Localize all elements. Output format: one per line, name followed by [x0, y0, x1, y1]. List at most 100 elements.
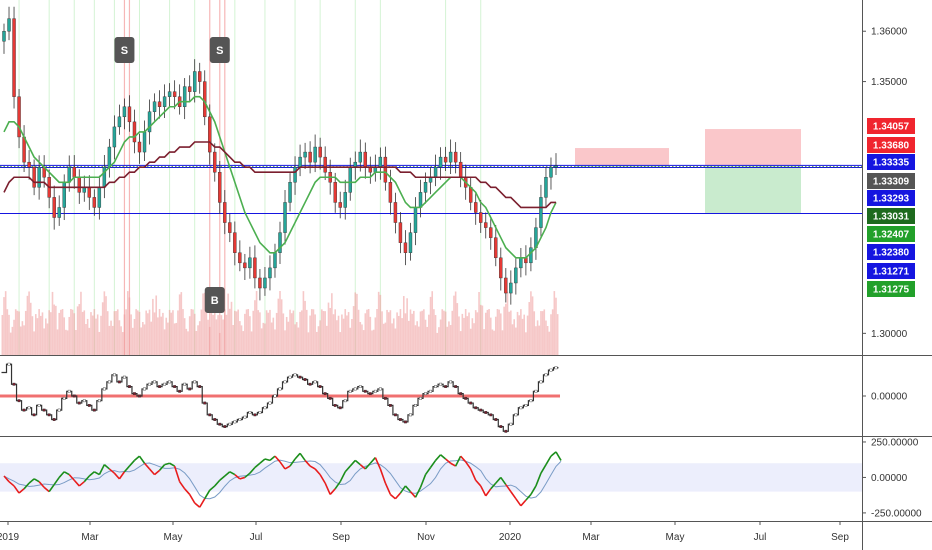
momentum-dot — [37, 404, 41, 407]
volume-bar — [229, 308, 231, 355]
oscillator-segment — [93, 471, 100, 476]
oscillator-segment — [429, 459, 437, 468]
volume-bar — [409, 309, 412, 355]
oscillator-segment — [194, 502, 201, 508]
volume-bar — [51, 291, 54, 355]
volume-bar — [135, 309, 137, 355]
momentum-dot — [183, 382, 187, 386]
volume-bar — [173, 323, 176, 355]
oscillator-segment — [525, 493, 532, 501]
volume-bar — [175, 322, 178, 355]
momentum-dot — [233, 420, 237, 424]
volume-bar — [252, 310, 255, 355]
volume-bar — [551, 309, 554, 355]
candle-body — [549, 166, 553, 178]
volume-bar — [362, 330, 365, 355]
volume-bar — [418, 326, 420, 355]
candle-body — [413, 207, 418, 233]
volume-bar — [371, 330, 373, 355]
volume-bar — [290, 313, 293, 355]
volume-bar — [48, 310, 50, 355]
volume-bar — [13, 319, 15, 355]
candle-body — [408, 232, 413, 253]
volume-bar — [113, 311, 116, 355]
signal-marker-bg — [114, 37, 135, 63]
oscillator-segment — [369, 457, 376, 464]
oscillator-segment — [63, 471, 70, 476]
volume-bar — [287, 321, 290, 355]
volume-bar — [526, 315, 529, 355]
volume-bar — [267, 312, 270, 355]
candle-body — [147, 111, 152, 133]
candle-body — [348, 166, 352, 193]
momentum-dot — [313, 380, 317, 384]
candle-body — [288, 182, 292, 203]
volume-bar — [314, 314, 316, 355]
volume-bar — [270, 322, 273, 355]
volume-bar — [76, 306, 79, 355]
momentum-dot — [519, 406, 523, 410]
momentum-dot — [504, 429, 508, 433]
volume-bar — [401, 318, 403, 355]
time-tick-label: 2020 — [499, 532, 522, 543]
momentum-dot — [263, 406, 267, 410]
volume-bar — [381, 311, 383, 355]
candle-body — [52, 197, 56, 218]
volume-bar — [414, 325, 417, 355]
volume-bar — [212, 314, 214, 355]
volume-bar — [132, 327, 134, 355]
oscillator-segment — [88, 471, 95, 477]
momentum-dot — [288, 375, 292, 379]
candle-body — [238, 252, 242, 264]
volume-bar — [145, 310, 147, 355]
momentum-dot — [218, 422, 222, 426]
volume-bar — [185, 328, 188, 355]
volume-bar — [269, 309, 271, 355]
oscillator-segment — [359, 464, 366, 470]
candle-body — [172, 91, 177, 97]
volume-bar — [140, 327, 142, 355]
volume-bar — [16, 310, 19, 355]
oscillator-segment — [158, 464, 166, 471]
oscillator-segment — [113, 472, 121, 480]
candle-body — [358, 151, 362, 163]
volume-bar — [438, 327, 440, 355]
volume-bar — [70, 309, 72, 355]
volume-bar — [304, 300, 306, 355]
volume-bar — [404, 313, 407, 355]
volume-bar — [68, 316, 71, 355]
oscillator-segment — [123, 465, 131, 473]
momentum-dot — [52, 418, 56, 421]
candle-body — [92, 197, 97, 208]
oscillator-segment — [83, 475, 90, 483]
candle-body — [438, 156, 443, 168]
oscillator-segment — [219, 475, 226, 481]
momentum-dot — [153, 380, 156, 384]
volume-bar — [56, 329, 59, 355]
oscillator-segment — [304, 459, 311, 467]
candle-body — [303, 151, 307, 158]
momentum-dot — [213, 418, 217, 421]
price-tag-label: 1.33031 — [873, 212, 910, 223]
volume-bar — [31, 316, 34, 355]
volume-bar — [197, 325, 199, 355]
candle-body — [132, 121, 137, 143]
signal-marker-bg — [209, 37, 230, 63]
candle-body — [167, 91, 172, 97]
time-tick-label: Nov — [417, 532, 435, 543]
volume-bar — [413, 310, 415, 355]
oscillator-segment — [480, 485, 487, 497]
volume-bar — [416, 321, 418, 355]
volume-bar — [500, 313, 502, 355]
candle-body — [489, 227, 493, 238]
volume-bar — [543, 309, 546, 355]
momentum-dot — [539, 380, 543, 384]
volume-bar — [4, 291, 7, 355]
volume-bar — [138, 311, 141, 355]
candle-body — [248, 257, 252, 269]
volume-bar — [326, 325, 328, 355]
volume-bar — [339, 332, 342, 355]
volume-bar — [316, 331, 318, 355]
momentum-dot — [399, 418, 402, 421]
